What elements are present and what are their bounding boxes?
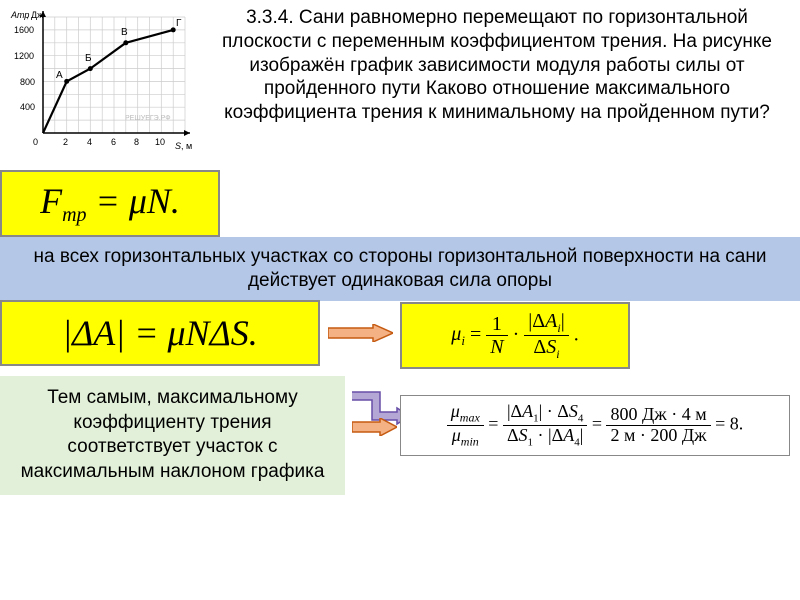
- mu-i-lhs: μi: [451, 323, 465, 345]
- mu-i-dot: ·: [513, 323, 520, 345]
- formula-mu-ratio: μmax μmin = |ΔA1| · ΔS4 ΔS1 · |ΔA4| = 80…: [400, 395, 790, 456]
- svg-text:10: 10: [155, 137, 165, 147]
- svg-text:, Дж: , Дж: [26, 10, 43, 20]
- friction-F: F: [40, 181, 62, 221]
- conclusion-body: Тем самым, максимальному коэффициенту тр…: [21, 387, 325, 482]
- svg-text:1200: 1200: [14, 51, 34, 61]
- formula-mu-i: μi = 1 N · |ΔAi| ΔSi .: [400, 302, 630, 369]
- formula-delta-work: |ΔA| = μNΔS.: [0, 300, 320, 366]
- ratio-result: = 8.: [715, 413, 743, 433]
- problem-number: 3.3.4.: [246, 7, 294, 28]
- top-section: А Б В Г Aтр , Дж S , м 400 800 1200 1600…: [0, 0, 800, 165]
- chart-container: А Б В Г Aтр , Дж S , м 400 800 1200 1600…: [0, 0, 200, 165]
- svg-text:Б: Б: [85, 53, 92, 64]
- svg-text:400: 400: [20, 102, 35, 112]
- mu-i-period: .: [574, 323, 579, 345]
- formula-friction-force: Fтр = μN.: [0, 170, 220, 237]
- delta-a-text: |ΔA| = μNΔS.: [62, 313, 257, 353]
- normal-force-note: на всех горизонтальных участках со сторо…: [0, 237, 800, 301]
- friction-work-chart: А Б В Г Aтр , Дж S , м 400 800 1200 1600…: [5, 5, 195, 160]
- svg-text:8: 8: [134, 137, 139, 147]
- mu-i-frac1: 1 N: [486, 313, 507, 358]
- mu-i-frac2: |ΔAi| ΔSi: [524, 310, 568, 361]
- blue-strip-text: на всех горизонтальных участках со сторо…: [34, 246, 767, 291]
- svg-text:, м: , м: [181, 141, 192, 151]
- svg-text:4: 4: [87, 137, 92, 147]
- svg-text:0: 0: [33, 137, 38, 147]
- ratio-rhs: 800 Дж · 4 м 2 м · 200 Дж: [606, 405, 710, 446]
- ratio-mid: |ΔA1| · ΔS4 ΔS1 · |ΔA4|: [503, 402, 587, 448]
- mu-i-eq: =: [470, 323, 481, 345]
- svg-text:800: 800: [20, 77, 35, 87]
- problem-statement: 3.3.4. Сани равномерно перемещают по гор…: [200, 0, 800, 131]
- svg-text:В: В: [121, 27, 128, 38]
- conclusion-block: Тем самым, максимальному коэффициенту тр…: [0, 376, 345, 495]
- svg-text:2: 2: [63, 137, 68, 147]
- friction-sub: тр: [62, 204, 86, 226]
- arrow-right-1: [328, 324, 393, 342]
- svg-text:1600: 1600: [14, 25, 34, 35]
- friction-rhs: = μN.: [87, 181, 180, 221]
- svg-text:РЕШУЕГЭ.РФ: РЕШУЕГЭ.РФ: [125, 115, 171, 122]
- svg-text:6: 6: [111, 137, 116, 147]
- svg-text:Г: Г: [176, 18, 182, 29]
- arrow-right-2: [352, 418, 397, 436]
- ratio-lhs: μmax μmin: [447, 402, 484, 449]
- svg-text:А: А: [56, 70, 63, 81]
- problem-body: Сани равномерно перемещают по горизонтал…: [222, 7, 772, 123]
